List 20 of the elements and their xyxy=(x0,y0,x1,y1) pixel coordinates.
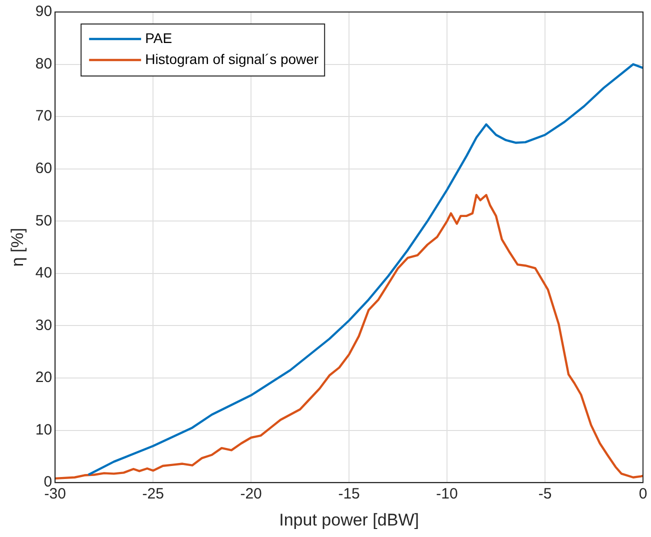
x-tick-label: -10 xyxy=(436,486,458,503)
y-tick-label: 90 xyxy=(35,3,52,20)
y-tick-label: 60 xyxy=(35,160,52,178)
x-tick-label: -20 xyxy=(240,486,262,503)
y-tick-label: 80 xyxy=(35,55,52,72)
y-tick-label: 10 xyxy=(35,421,52,438)
y-tick-label: 20 xyxy=(35,369,52,386)
x-tick-label: -30 xyxy=(44,486,66,503)
x-tick-label: 0 xyxy=(638,486,648,503)
x-tick-label: -5 xyxy=(538,486,552,503)
y-tick-label: 30 xyxy=(35,316,52,334)
y-axis-title: η [%] xyxy=(8,228,27,267)
x-tick-label: -15 xyxy=(338,486,360,503)
y-tick-label: 70 xyxy=(35,108,52,125)
x-tick-label: -25 xyxy=(142,486,164,503)
legend-label: PAE xyxy=(145,30,172,46)
y-tick-label: 50 xyxy=(35,212,52,230)
y-tick-label: 40 xyxy=(35,264,52,282)
legend-label: Histogram of signal´s power xyxy=(145,50,319,67)
x-axis-title: Input power [dBW] xyxy=(279,510,419,530)
